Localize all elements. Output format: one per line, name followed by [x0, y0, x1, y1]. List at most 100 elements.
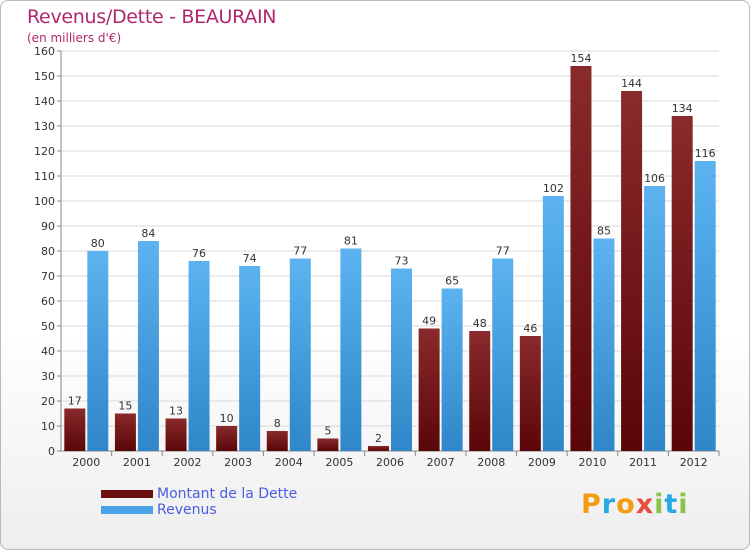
- logo-letter: r: [601, 489, 617, 520]
- revenue-bar: [492, 258, 514, 451]
- data-label: 80: [91, 237, 105, 250]
- legend-item-debt: Montant de la Dette: [101, 486, 297, 502]
- debt-bar: [671, 116, 693, 451]
- data-label: 84: [141, 227, 155, 240]
- revenue-bar: [340, 248, 362, 451]
- y-tick-label: 110: [34, 170, 55, 183]
- y-tick-label: 20: [41, 395, 55, 408]
- data-label: 5: [324, 425, 331, 438]
- logo-letter: t: [664, 489, 679, 520]
- legend-label-revenue: Revenus: [157, 502, 217, 518]
- debt-bar: [570, 66, 592, 451]
- legend-swatch-revenue: [101, 506, 153, 514]
- y-tick-label: 40: [41, 345, 55, 358]
- data-label: 49: [422, 315, 436, 328]
- revenue-bar: [593, 238, 615, 451]
- data-label: 85: [597, 225, 611, 238]
- x-tick-label: 2005: [325, 456, 353, 469]
- y-tick-label: 140: [34, 95, 55, 108]
- x-tick-label: 2001: [123, 456, 151, 469]
- y-tick-label: 160: [34, 45, 55, 58]
- data-label: 102: [543, 182, 564, 195]
- debt-bar: [519, 336, 541, 451]
- x-tick-label: 2004: [275, 456, 303, 469]
- data-label: 2: [375, 432, 382, 445]
- debt-bar: [114, 413, 136, 451]
- data-label: 77: [293, 245, 307, 258]
- x-tick-label: 2012: [680, 456, 708, 469]
- x-tick-label: 2011: [629, 456, 657, 469]
- revenue-bar: [87, 251, 109, 451]
- revenue-bar: [694, 161, 716, 451]
- y-tick-label: 10: [41, 420, 55, 433]
- x-tick-label: 2002: [174, 456, 202, 469]
- debt-bar: [418, 328, 440, 451]
- x-tick-label: 2008: [477, 456, 505, 469]
- revenue-bar: [289, 258, 311, 451]
- debt-bar: [266, 431, 288, 451]
- y-tick-label: 150: [34, 70, 55, 83]
- data-label: 17: [68, 395, 82, 408]
- logo-letter: i: [654, 489, 665, 520]
- data-label: 106: [644, 172, 665, 185]
- y-tick-label: 50: [41, 320, 55, 333]
- data-label: 46: [523, 322, 537, 335]
- debt-bar: [64, 408, 86, 451]
- x-tick-label: 2009: [528, 456, 556, 469]
- data-label: 10: [220, 412, 234, 425]
- chart-subtitle: (en milliers d'€): [27, 31, 122, 45]
- x-tick-label: 2000: [72, 456, 100, 469]
- data-label: 8: [274, 417, 281, 430]
- data-label: 76: [192, 247, 206, 260]
- legend-item-revenue: Revenus: [101, 502, 297, 518]
- legend-swatch-debt: [101, 490, 153, 498]
- chart-title: Revenus/Dette - BEAURAIN: [27, 6, 277, 28]
- logo-letter: x: [635, 489, 655, 520]
- debt-bar: [216, 426, 238, 451]
- y-tick-label: 90: [41, 220, 55, 233]
- logo-letter: i: [678, 489, 689, 520]
- data-label: 116: [695, 147, 716, 160]
- x-tick-label: 2006: [376, 456, 404, 469]
- debt-bar: [368, 446, 389, 451]
- y-tick-label: 120: [34, 145, 55, 158]
- revenue-bar: [188, 261, 210, 451]
- x-tick-label: 2003: [224, 456, 252, 469]
- revenue-bar: [441, 288, 463, 451]
- debt-bar: [165, 418, 187, 451]
- x-tick-label: 2010: [578, 456, 606, 469]
- revenue-bar: [391, 268, 412, 451]
- y-tick-label: 60: [41, 295, 55, 308]
- legend: Montant de la Dette Revenus: [101, 486, 297, 518]
- data-label: 81: [344, 235, 358, 248]
- logo-letter: P: [581, 489, 602, 520]
- data-label: 15: [118, 400, 132, 413]
- data-label: 74: [243, 252, 257, 265]
- data-label: 48: [473, 317, 487, 330]
- logo-letter: o: [616, 489, 636, 520]
- y-tick-label: 100: [34, 195, 55, 208]
- legend-label-debt: Montant de la Dette: [157, 486, 298, 502]
- y-tick-label: 30: [41, 370, 55, 383]
- y-tick-label: 130: [34, 120, 55, 133]
- revenue-bar: [644, 186, 666, 451]
- debt-bar: [621, 91, 643, 451]
- data-label: 77: [496, 245, 510, 258]
- data-label: 144: [621, 77, 642, 90]
- revenue-bar: [239, 266, 261, 451]
- proxiti-logo: Proxiti: [581, 489, 689, 520]
- data-label: 73: [395, 255, 409, 268]
- data-label: 134: [672, 102, 693, 115]
- y-tick-label: 0: [48, 445, 55, 458]
- x-tick-label: 2007: [427, 456, 455, 469]
- revenue-bar: [542, 196, 564, 451]
- debt-bar: [469, 331, 491, 451]
- data-label: 154: [570, 52, 591, 65]
- data-label: 65: [445, 275, 459, 288]
- y-tick-label: 70: [41, 270, 55, 283]
- y-tick-label: 80: [41, 245, 55, 258]
- debt-bar: [317, 438, 339, 451]
- data-label: 13: [169, 405, 183, 418]
